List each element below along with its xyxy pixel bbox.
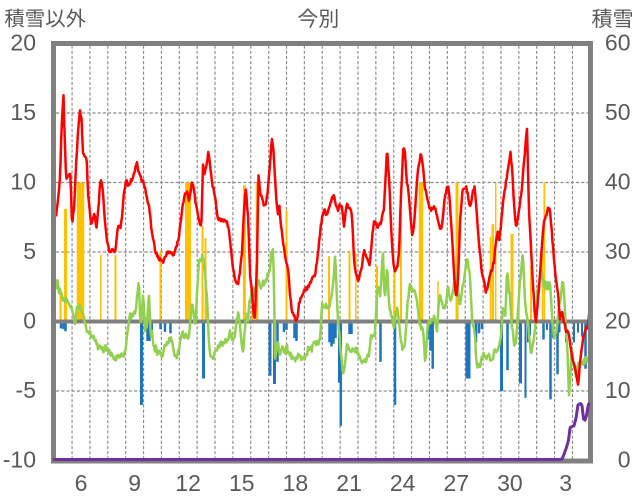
svg-text:27: 27 bbox=[444, 470, 470, 496]
svg-text:30: 30 bbox=[605, 238, 631, 264]
svg-text:20: 20 bbox=[605, 308, 631, 334]
svg-text:5: 5 bbox=[23, 238, 36, 264]
svg-text:10: 10 bbox=[10, 169, 36, 195]
svg-text:0: 0 bbox=[23, 308, 36, 334]
svg-text:20: 20 bbox=[10, 30, 36, 56]
svg-text:12: 12 bbox=[175, 470, 201, 496]
svg-text:15: 15 bbox=[229, 470, 255, 496]
svg-text:50: 50 bbox=[605, 99, 631, 125]
svg-text:6: 6 bbox=[75, 470, 88, 496]
svg-text:15: 15 bbox=[10, 99, 36, 125]
svg-text:21: 21 bbox=[336, 470, 362, 496]
svg-text:3: 3 bbox=[559, 470, 572, 496]
svg-text:0: 0 bbox=[618, 447, 631, 473]
svg-text:9: 9 bbox=[128, 470, 141, 496]
svg-text:30: 30 bbox=[497, 470, 523, 496]
svg-text:-10: -10 bbox=[3, 447, 36, 473]
svg-text:10: 10 bbox=[605, 377, 631, 403]
svg-text:60: 60 bbox=[605, 30, 631, 56]
svg-text:24: 24 bbox=[390, 470, 416, 496]
svg-text:18: 18 bbox=[283, 470, 309, 496]
svg-text:40: 40 bbox=[605, 169, 631, 195]
svg-text:-5: -5 bbox=[16, 377, 36, 403]
